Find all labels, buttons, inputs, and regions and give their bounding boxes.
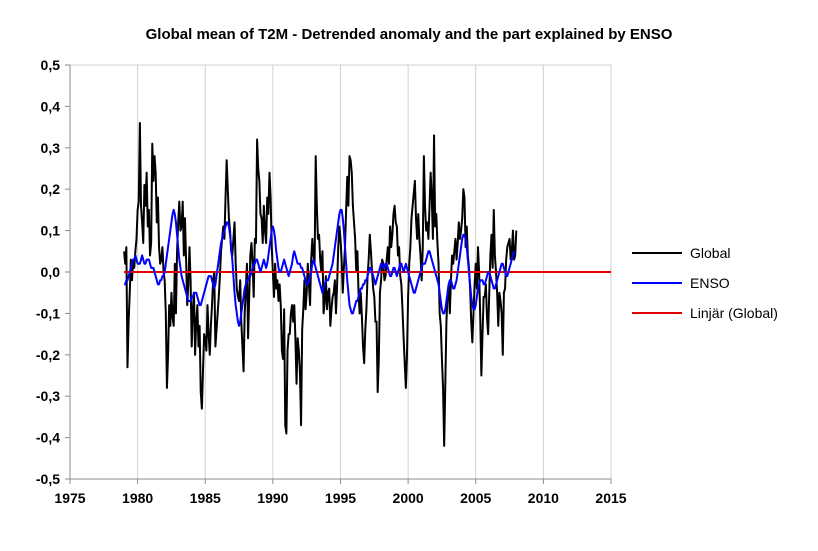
chart-title: Global mean of T2M - Detrended anomaly a…	[146, 26, 673, 43]
x-tick-label: 2005	[460, 490, 491, 506]
y-tick-label: -0,5	[36, 471, 60, 487]
y-tick-label: -0,4	[36, 430, 60, 446]
series-line-1	[124, 208, 516, 327]
x-tick-label: 1975	[54, 490, 85, 506]
legend: Global ENSO Linjär (Global)	[632, 245, 778, 321]
y-tick-label: 0,5	[41, 57, 61, 73]
y-tick-label: -0,2	[36, 347, 60, 363]
x-tick-label: 1985	[190, 490, 221, 506]
legend-label-2: Linjär (Global)	[690, 305, 778, 321]
x-tick-label: 2000	[393, 490, 424, 506]
y-tick-label: 0,0	[41, 264, 61, 280]
x-tick-label: 2015	[595, 490, 626, 506]
x-tick-label: 1995	[325, 490, 356, 506]
x-tick-label: 1980	[122, 490, 153, 506]
series-layer	[123, 121, 611, 447]
y-tick-label: 0,1	[41, 223, 61, 239]
x-tick-label: 2010	[528, 490, 559, 506]
axis-layer: -0,5 -0,4 -0,3 -0,2 -0,1 0,0 0,1 0,2 0,3 0,4 0,5 19…	[36, 57, 627, 506]
y-tick-label: -0,1	[36, 305, 60, 321]
legend-label-0: Global	[690, 245, 730, 261]
y-tick-label: 0,3	[41, 140, 61, 156]
y-tick-label: 0,4	[41, 98, 61, 114]
legend-label-1: ENSO	[690, 275, 730, 291]
y-tick-label: -0,3	[36, 388, 60, 404]
x-tick-label: 1990	[257, 490, 288, 506]
y-tick-label: 0,2	[41, 181, 61, 197]
